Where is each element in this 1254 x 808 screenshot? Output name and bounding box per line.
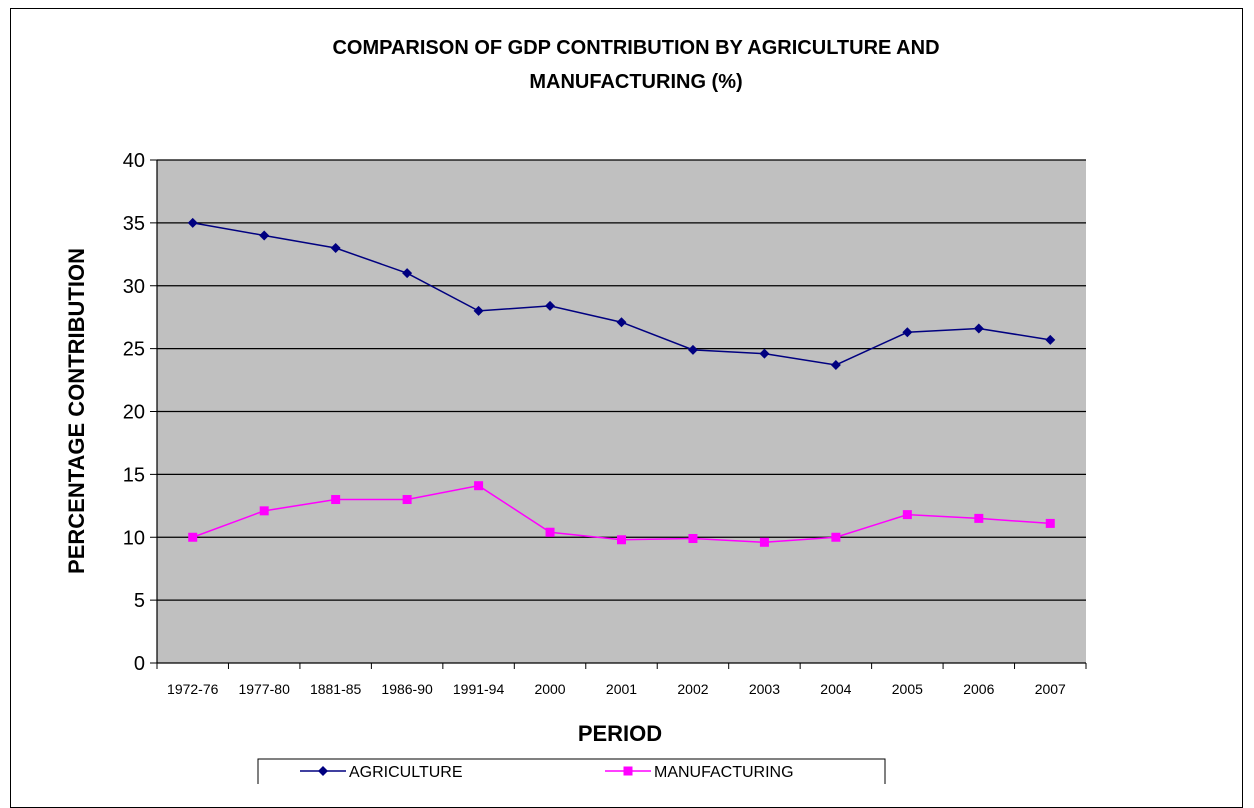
data-point-agriculture [473,305,484,316]
x-tick-label: 2005 [892,681,923,697]
series-layer [187,217,1056,547]
y-axis-title: PERCENTAGE CONTRIBUTION [64,248,89,574]
x-tick-label: 2006 [963,681,994,697]
y-tick-label: 20 [123,402,145,424]
data-point-manufacturing [259,506,269,516]
data-point-manufacturing [688,534,698,544]
data-point-agriculture [830,359,841,370]
data-point-manufacturing [402,495,412,505]
legend-label-agriculture: AGRICULTURE [349,764,463,781]
x-tick-label: 2007 [1035,681,1066,697]
data-point-agriculture [687,344,698,355]
y-tick-label: 35 [123,213,145,235]
y-tick-label: 0 [134,653,145,675]
data-point-manufacturing [545,527,555,537]
x-tick-label: 2002 [677,681,708,697]
x-tick-label: 1881-85 [310,681,362,697]
y-tick-label: 25 [123,339,145,361]
x-tick-label: 2001 [606,681,637,697]
data-point-manufacturing [759,537,769,547]
legend: AGRICULTURE MANUFACTURING [257,758,886,784]
x-tick-label: 1977-80 [238,681,290,697]
data-point-agriculture [1045,334,1056,345]
x-tick-labels: 1972-76 1977-80 1881-85 1986-90 1991-94 2000 2… [167,681,1066,697]
data-point-manufacturing [331,495,341,505]
data-point-manufacturing [974,513,984,523]
y-tick-labels: 0 5 10 15 20 25 30 35 40 [123,150,145,675]
data-point-agriculture [187,217,198,228]
x-tick-label: 1991-94 [453,681,505,697]
data-point-manufacturing [188,532,198,542]
y-tick-label: 30 [123,276,145,298]
x-tick-label: 2003 [749,681,780,697]
data-point-agriculture [616,317,627,328]
x-tick-label: 1986-90 [381,681,433,697]
data-point-manufacturing [617,535,626,545]
legend-marker-agriculture [318,766,328,776]
data-point-manufacturing [831,532,841,542]
data-point-agriculture [402,268,413,279]
data-point-agriculture [259,230,270,241]
x-tick-label: 2004 [820,681,851,697]
axes [150,159,1087,669]
y-tick-label: 10 [123,527,145,549]
data-point-agriculture [973,323,984,334]
data-point-agriculture [902,327,913,338]
legend-marker-manufacturing [623,766,633,776]
data-point-manufacturing [902,510,912,520]
chart: COMPARISON OF GDP CONTRIBUTION BY AGRICU… [64,37,1087,784]
chart-title-line2: MANUFACTURING (%) [529,71,742,93]
x-axis-title: PERIOD [578,721,662,746]
data-point-agriculture [545,300,556,311]
data-point-manufacturing [1045,518,1055,528]
y-tick-label: 40 [123,150,145,172]
gridlines [157,159,1086,601]
y-tick-label: 5 [134,590,145,612]
x-tick-label: 1972-76 [167,681,219,697]
x-tick-label: 2000 [534,681,565,697]
legend-label-manufacturing: MANUFACTURING [654,764,794,781]
chart-title-line1: COMPARISON OF GDP CONTRIBUTION BY AGRICU… [332,37,939,59]
data-point-agriculture [330,243,341,254]
legend-box [257,758,886,784]
y-tick-label: 15 [123,464,145,486]
data-point-agriculture [759,348,770,359]
data-point-manufacturing [474,481,484,491]
